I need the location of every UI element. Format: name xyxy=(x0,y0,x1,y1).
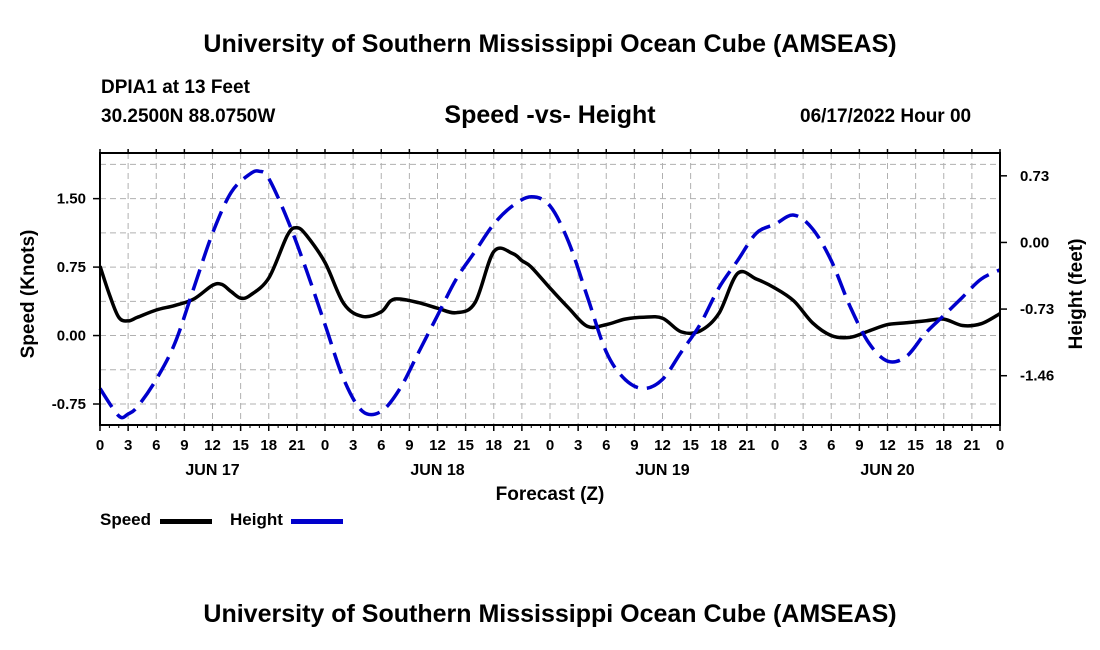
x-tick-label: 9 xyxy=(855,437,863,454)
y-right-tick-label: -0.73 xyxy=(1020,301,1054,318)
y-left-tick-label: -0.75 xyxy=(52,396,86,413)
y-right-tick-label: 0.00 xyxy=(1020,234,1049,251)
x-tick-label: 0 xyxy=(321,437,329,454)
y-left-tick-label: 0.75 xyxy=(57,259,86,276)
x-tick-label: 15 xyxy=(907,437,924,454)
y-left-tick-label: 1.50 xyxy=(57,191,86,208)
x-tick-label: 0 xyxy=(546,437,554,454)
x-tick-label: 9 xyxy=(405,437,413,454)
x-tick-label: 9 xyxy=(180,437,188,454)
x-tick-label: 6 xyxy=(377,437,385,454)
y-right-tick-label: 0.73 xyxy=(1020,168,1049,185)
date-label: JUN 20 xyxy=(860,462,914,479)
x-tick-label: 6 xyxy=(602,437,610,454)
x-tick-label: 0 xyxy=(996,437,1004,454)
y-axis-left-label: Speed (Knots) xyxy=(18,230,39,359)
legend-height-swatch xyxy=(291,519,343,524)
x-tick-label: 12 xyxy=(879,437,896,454)
series-line-height xyxy=(98,169,1001,420)
x-tick-label: 21 xyxy=(964,437,981,454)
x-tick-label: 18 xyxy=(710,437,727,454)
date-label: JUN 17 xyxy=(185,462,239,479)
x-tick-label: 3 xyxy=(799,437,807,454)
x-tick-label: 21 xyxy=(739,437,756,454)
station-label: DPIA1 at 13 Feet xyxy=(101,77,250,98)
legend-speed-label: Speed xyxy=(100,510,152,529)
x-tick-label: 6 xyxy=(827,437,835,454)
x-axis-label: Forecast (Z) xyxy=(496,484,605,505)
x-tick-label: 12 xyxy=(204,437,221,454)
series-line-speed xyxy=(98,226,1001,340)
x-tick-label: 9 xyxy=(630,437,638,454)
x-tick-label: 12 xyxy=(429,437,446,454)
x-tick-label: 0 xyxy=(771,437,779,454)
x-tick-label: 15 xyxy=(682,437,699,454)
legend-speed-swatch xyxy=(160,519,212,524)
date-label: JUN 19 xyxy=(635,462,689,479)
x-tick-label: 18 xyxy=(260,437,277,454)
x-tick-label: 18 xyxy=(485,437,502,454)
x-tick-label: 12 xyxy=(654,437,671,454)
x-tick-label: 15 xyxy=(232,437,249,454)
y-left-tick-label: 0.00 xyxy=(57,328,86,345)
x-tick-label: 3 xyxy=(124,437,132,454)
x-tick-label: 21 xyxy=(289,437,306,454)
x-tick-label: 18 xyxy=(935,437,952,454)
x-tick-label: 3 xyxy=(574,437,582,454)
x-tick-label: 0 xyxy=(96,437,104,454)
date-label: JUN 18 xyxy=(410,462,464,479)
chart-subtitle: Speed -vs- Height xyxy=(444,101,656,129)
forecast-date: 06/17/2022 Hour 00 xyxy=(800,106,972,127)
x-tick-label: 3 xyxy=(349,437,357,454)
legend-height-label: Height xyxy=(230,510,283,529)
x-tick-label: 21 xyxy=(514,437,531,454)
main-title: University of Southern Mississippi Ocean… xyxy=(203,30,897,58)
speed-height-chart: 0 3 6 9 12 15 18 21 0 3 6 9 12 15 18 21 0 3 6 9 12 15 18 21 0 3 6 9… xyxy=(18,149,1087,505)
x-tick-label: 6 xyxy=(152,437,160,454)
y-axis-right-label: Height (feet) xyxy=(1066,239,1087,350)
y-right-tick-label: -1.46 xyxy=(1020,368,1054,385)
coordinates-label: 30.2500N 88.0750W xyxy=(101,106,276,127)
footer-title: University of Southern Mississippi Ocean… xyxy=(203,600,897,628)
x-tick-label: 15 xyxy=(457,437,474,454)
